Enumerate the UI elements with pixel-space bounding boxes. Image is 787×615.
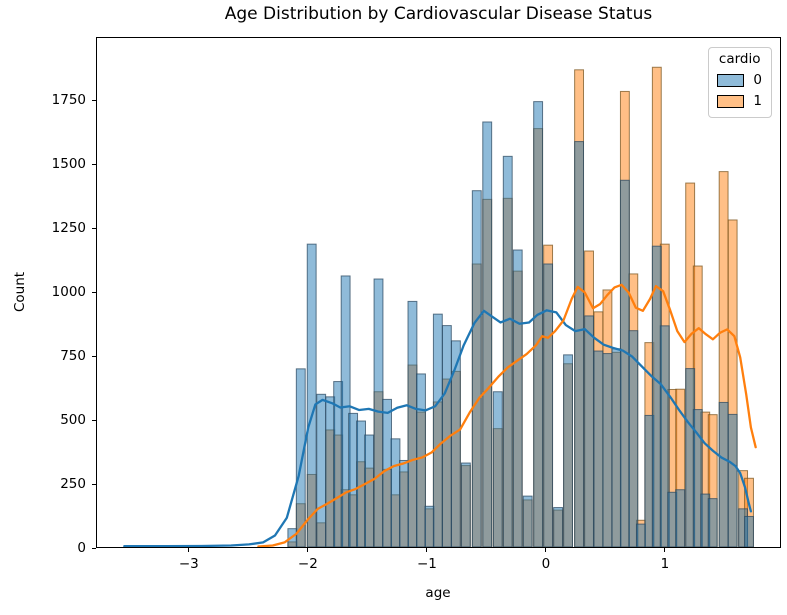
bar — [707, 414, 718, 547]
bar — [424, 505, 435, 547]
bar — [399, 459, 409, 547]
bars-cardio0 — [287, 101, 754, 547]
y-tick-label: 500 — [60, 411, 86, 428]
x-axis-label: age — [425, 585, 451, 601]
legend-swatch-cardio1-icon — [717, 94, 745, 108]
y-tick-mark — [92, 547, 96, 549]
legend-label-cardio1: 1 — [753, 93, 762, 109]
bar — [718, 401, 729, 547]
bar — [619, 179, 630, 547]
legend-swatch-cardio0-icon — [717, 73, 745, 87]
legend-title: cardio — [718, 51, 761, 67]
bar — [450, 340, 461, 547]
y-tick-label: 1500 — [51, 156, 86, 173]
bar — [574, 141, 585, 547]
bar — [533, 101, 544, 547]
x-tick-mark — [664, 548, 666, 552]
x-tick-label: 1 — [660, 556, 670, 572]
y-tick-mark — [92, 292, 96, 293]
x-tick-label: −1 — [416, 556, 437, 572]
y-tick-mark — [92, 100, 96, 102]
y-tick-mark — [92, 355, 96, 357]
bar — [611, 348, 622, 547]
legend-entry-cardio0: 0 — [717, 72, 762, 88]
bar — [432, 313, 443, 547]
x-tick-mark — [307, 548, 309, 552]
y-tick-label: 250 — [60, 475, 86, 492]
bar — [502, 155, 513, 547]
bar — [382, 398, 392, 547]
bar — [628, 330, 639, 547]
y-tick-label: 1250 — [51, 220, 86, 237]
legend-entry-cardio1: 1 — [717, 93, 762, 109]
bar — [635, 523, 646, 547]
bar — [727, 413, 738, 547]
x-tick-label: 0 — [541, 556, 551, 572]
kde-line-cardio0 — [123, 309, 753, 547]
x-tick-label: −2 — [297, 556, 318, 572]
bar — [306, 243, 317, 547]
y-tick-mark — [92, 419, 96, 421]
y-tick-mark — [92, 228, 96, 230]
bar — [492, 391, 503, 547]
y-tick-mark — [92, 483, 96, 485]
histogram-canvas — [123, 66, 757, 547]
bar — [744, 515, 754, 547]
bar — [295, 368, 306, 547]
legend-label-cardio0: 0 — [753, 72, 762, 88]
bar — [553, 507, 564, 547]
bar — [364, 434, 375, 547]
x-tick-mark — [545, 548, 547, 552]
bar — [602, 353, 613, 547]
x-tick-label: −3 — [178, 556, 199, 572]
y-tick-label: 750 — [60, 347, 86, 364]
bar — [563, 354, 573, 547]
bar — [512, 249, 523, 547]
bar — [482, 121, 493, 547]
chart-title: Age Distribution by Cardiovascular Disea… — [224, 4, 653, 24]
bar — [675, 388, 686, 547]
bar — [522, 495, 533, 547]
bar — [390, 438, 401, 547]
bar — [471, 190, 482, 547]
bar — [407, 300, 418, 547]
legend: cardio 0 1 — [708, 47, 772, 118]
bar — [675, 489, 686, 547]
y-tick-mark — [92, 164, 96, 166]
bar — [543, 263, 554, 547]
bar — [316, 393, 327, 547]
bar — [584, 315, 594, 547]
bar — [593, 350, 604, 547]
bar — [727, 219, 738, 547]
bar — [659, 325, 670, 547]
kde-line-cardio1 — [257, 283, 757, 547]
plot-area: cardio 0 1 — [96, 37, 781, 548]
bar — [707, 498, 718, 547]
y-tick-label: 1000 — [51, 284, 86, 300]
x-tick-mark — [188, 548, 190, 552]
y-tick-label: 1750 — [51, 92, 86, 109]
x-tick-mark — [426, 548, 428, 552]
bar — [460, 462, 471, 547]
y-tick-label: 0 — [77, 539, 86, 556]
bar — [692, 409, 703, 547]
bar — [416, 373, 426, 547]
